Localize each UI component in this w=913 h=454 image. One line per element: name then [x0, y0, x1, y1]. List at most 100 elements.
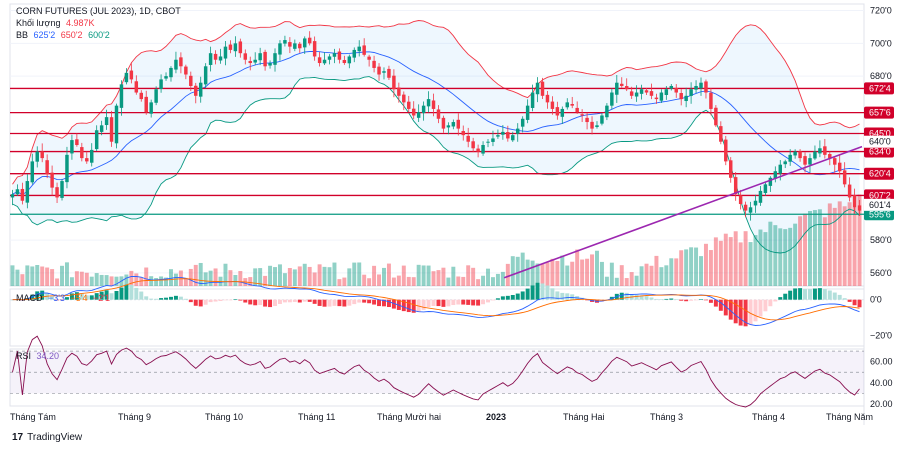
- tradingview-brand[interactable]: 17 TradingView: [12, 432, 82, 443]
- candle-body: [803, 156, 807, 165]
- axes: 720'0 700'0 680'0 580'0 560'0 672'4 657'6 645'0…: [10, 6, 894, 422]
- macd-pane[interactable]: [10, 276, 864, 327]
- x-axis-label: Tháng Năm: [826, 412, 873, 422]
- volume-bar: [129, 270, 134, 286]
- macd-histogram-bar: [550, 288, 555, 300]
- macd-histogram-bar: [733, 299, 738, 324]
- candle-body: [446, 125, 451, 128]
- volume-bar: [461, 276, 466, 286]
- macd-histogram-bar: [510, 294, 515, 300]
- volume-bar: [302, 263, 307, 286]
- macd-histogram-bar: [317, 299, 322, 306]
- candle-body: [248, 61, 252, 64]
- volume-bar: [708, 250, 713, 286]
- candle-body: [70, 140, 74, 154]
- macd-histogram-bar: [723, 299, 728, 316]
- volume-bar: [35, 265, 40, 286]
- macd-histogram-bar: [639, 295, 644, 300]
- candle-body: [842, 170, 847, 185]
- candle-body: [218, 56, 223, 61]
- bb-lower-value: 600'2: [88, 30, 110, 40]
- macd-histogram-bar: [69, 293, 74, 300]
- volume-bar: [317, 264, 322, 286]
- volume-bar: [178, 270, 183, 286]
- macd-histogram-bar: [773, 299, 778, 302]
- macd-histogram-bar: [793, 288, 798, 300]
- x-axis-label: Tháng 10: [205, 412, 243, 422]
- volume-bar: [684, 249, 689, 286]
- volume-bar: [748, 242, 753, 286]
- price-pane[interactable]: [10, 10, 864, 286]
- macd-histogram-bar: [263, 299, 268, 307]
- volume-bar: [347, 268, 352, 286]
- macd-histogram-bar: [446, 299, 451, 307]
- candle-body: [813, 151, 817, 159]
- volume-label: Khối lượng: [16, 18, 61, 28]
- macd-histogram-bar: [812, 288, 817, 300]
- x-axis-label: 2023: [486, 412, 506, 422]
- macd-histogram-bar: [634, 294, 639, 300]
- volume-bar: [99, 274, 104, 286]
- candle-body: [808, 158, 812, 165]
- macd-histogram-bar: [703, 299, 708, 301]
- macd-histogram-bar: [149, 298, 154, 300]
- candle-body: [134, 81, 139, 93]
- volume-bar: [778, 228, 783, 286]
- volume-bar: [188, 268, 193, 286]
- candle-body: [615, 82, 619, 95]
- candle-body: [486, 141, 490, 143]
- volume-bar: [411, 277, 416, 286]
- candle-body: [357, 46, 361, 52]
- rsi-pane[interactable]: [10, 335, 864, 408]
- volume-bar: [728, 237, 733, 286]
- macd-histogram-bar: [669, 298, 674, 300]
- volume-bar: [634, 275, 639, 286]
- candle-body: [55, 187, 59, 198]
- candle-body: [530, 92, 535, 108]
- bb-label: BB: [16, 30, 29, 40]
- candle-body: [298, 43, 302, 49]
- candle-body: [525, 105, 530, 120]
- x-axis-label: Tháng 4: [752, 412, 785, 422]
- macd-histogram-bar: [783, 293, 788, 300]
- volume-bar: [203, 272, 208, 286]
- candle-body: [164, 76, 168, 79]
- x-axis-label: Tháng 3: [650, 412, 683, 422]
- volume-bar: [327, 267, 332, 286]
- volume-bar: [50, 269, 55, 286]
- macd-histogram-bar: [238, 299, 243, 301]
- candle-body: [223, 46, 228, 59]
- candle-body: [228, 44, 233, 50]
- macd-histogram-bar: [64, 297, 69, 300]
- candle-body: [268, 63, 272, 66]
- macd-histogram-bar: [490, 299, 495, 301]
- volume-bar: [144, 267, 149, 286]
- price-tick-label: 700'0: [870, 38, 892, 48]
- volume-bar: [540, 263, 545, 286]
- macd-histogram-bar: [832, 292, 837, 300]
- candle-body: [253, 59, 257, 63]
- volume-bar: [332, 262, 337, 286]
- macd-histogram-bar: [183, 298, 188, 300]
- candle-body: [654, 97, 659, 100]
- level-tag: [864, 167, 894, 180]
- candle-body: [852, 195, 857, 208]
- candle-body: [278, 43, 282, 55]
- volume-bar: [114, 276, 119, 286]
- macd-histogram-bar: [10, 299, 15, 301]
- volume-bar: [585, 258, 590, 286]
- volume-bar: [362, 274, 367, 286]
- rsi-value: 34.20: [36, 351, 60, 361]
- candle-body: [397, 87, 401, 96]
- macd-histogram-bar: [803, 289, 808, 300]
- volume-bar: [263, 275, 268, 286]
- candle-body: [431, 100, 436, 109]
- candle-body: [159, 79, 163, 90]
- candle-body: [728, 160, 733, 178]
- candle-body: [620, 83, 624, 86]
- volume-bar: [694, 247, 699, 286]
- candle-body: [80, 147, 84, 159]
- volume-legend: Khối lượng 4.987K: [16, 18, 98, 28]
- candle-body: [372, 60, 376, 68]
